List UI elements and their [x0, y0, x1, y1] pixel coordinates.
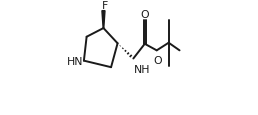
Text: HN: HN: [67, 56, 83, 66]
Text: NH: NH: [134, 65, 150, 75]
Text: O: O: [153, 56, 162, 66]
Polygon shape: [102, 12, 105, 29]
Text: F: F: [101, 1, 108, 10]
Text: O: O: [140, 10, 149, 20]
